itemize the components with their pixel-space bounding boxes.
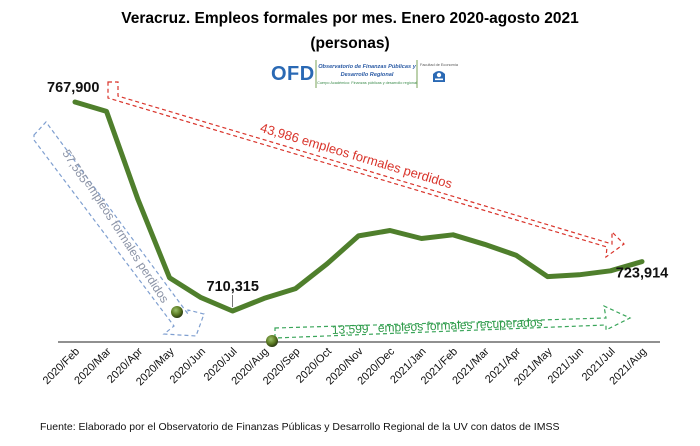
first-drop-arrow: 57,585 empleos formales perdidos (33, 121, 205, 337)
start-recovery-marker (266, 335, 278, 347)
logo-tagline: Cuerpo Académico: Finanzas públicas y de… (317, 81, 417, 85)
source-note: Fuente: Elaborado por el Observatorio de… (40, 421, 559, 433)
university-seal-icon (433, 71, 445, 82)
first-drop-label: empleos formales perdidos (81, 177, 171, 305)
ofd-logo: OFD Observatorio de Finanzas Públicas y … (271, 60, 459, 88)
recovered-arrow: 13,599 empleos formales recuperados (274, 304, 632, 339)
logo-name-line1: Observatorio de Finanzas Públicas y (318, 64, 417, 70)
chart-subtitle: (personas) (310, 35, 389, 52)
logo-acronym: OFD (271, 63, 315, 85)
series-layer (72, 99, 645, 314)
trough-marker (171, 306, 183, 318)
point-value-label: 723,914 (616, 266, 668, 282)
point-value-label: 710,315 (207, 279, 259, 295)
total-lost-arrow: 43,986 empleos formales perdidos (107, 81, 625, 259)
point-labels: 767,900 710,315 723,914 (47, 80, 668, 307)
logo-partner: Facultad de Economía (420, 63, 459, 67)
chart-title: Veracruz. Empleos formales por mes. Ener… (121, 10, 579, 27)
point-value-label: 767,900 (47, 80, 99, 96)
logo-name-line2: Desarrollo Regional (341, 72, 394, 78)
x-tick-labels: 2020/Feb2020/Mar2020/Apr2020/May2020/Jun… (41, 345, 649, 388)
recovered-value: 13,599 (332, 322, 369, 337)
total-lost-label: 43,986 empleos formales perdidos (259, 120, 455, 191)
recovered-label: empleos formales recuperados (378, 315, 543, 335)
